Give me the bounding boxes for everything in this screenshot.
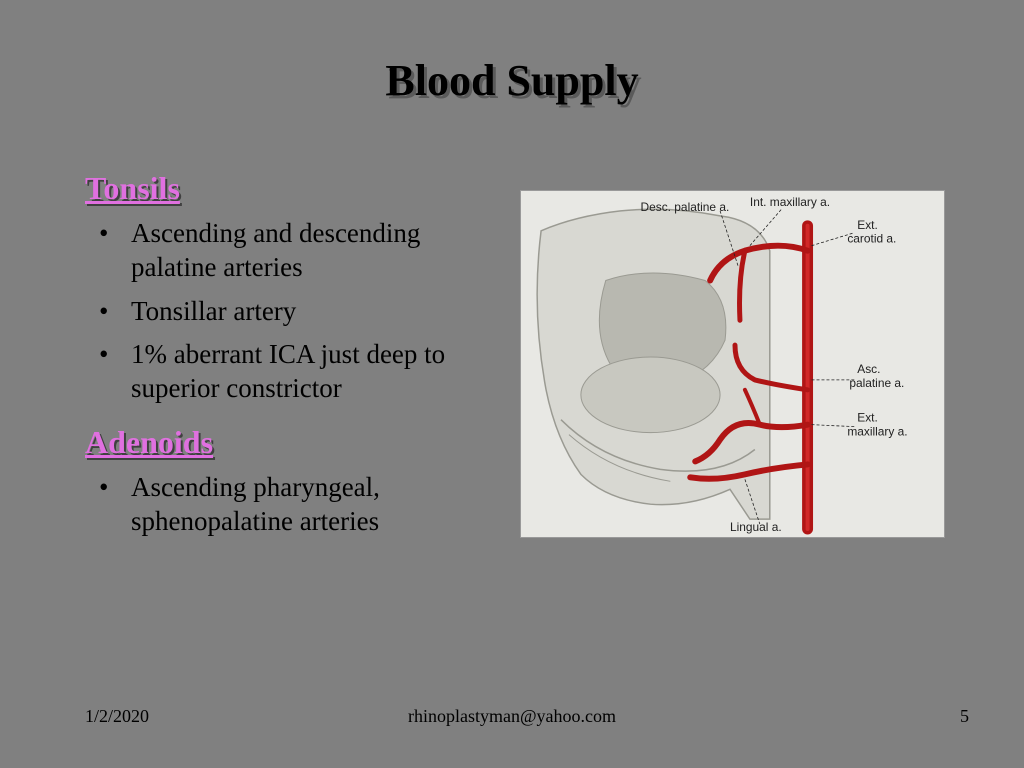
- slide-footer: 1/2/2020 rhinoplastyman@yahoo.com 5: [0, 706, 1024, 730]
- bullet-list-adenoids: Ascending pharyngeal, sphenopalatine art…: [85, 471, 485, 539]
- label-asc-palatine-1: Asc.: [857, 362, 880, 376]
- label-ext-carotid-1: Ext.: [857, 218, 878, 232]
- label-desc-palatine: Desc. palatine a.: [641, 200, 730, 214]
- anatomy-figure: Int. maxillary a. Desc. palatine a. Ext.…: [520, 190, 945, 538]
- list-item: 1% aberrant ICA just deep to superior co…: [85, 338, 485, 406]
- slide: Blood Supply Tonsils Ascending and desce…: [0, 0, 1024, 768]
- section-heading-tonsils: Tonsils: [85, 170, 485, 207]
- content-column: Tonsils Ascending and descending palatin…: [85, 170, 485, 548]
- bullet-list-tonsils: Ascending and descending palatine arteri…: [85, 217, 485, 406]
- label-asc-palatine-2: palatine a.: [849, 376, 904, 390]
- label-int-maxillary: Int. maxillary a.: [750, 195, 830, 209]
- slide-title: Blood Supply: [0, 55, 1024, 106]
- label-lingual: Lingual a.: [730, 520, 782, 534]
- label-ext-maxillary-2: maxillary a.: [847, 425, 907, 439]
- anatomy-svg: Int. maxillary a. Desc. palatine a. Ext.…: [521, 191, 944, 537]
- label-ext-maxillary-1: Ext.: [857, 411, 878, 425]
- section-heading-adenoids: Adenoids: [85, 424, 485, 461]
- tongue: [581, 357, 720, 433]
- label-ext-carotid-2: carotid a.: [847, 232, 896, 246]
- list-item: Ascending and descending palatine arteri…: [85, 217, 485, 285]
- list-item: Ascending pharyngeal, sphenopalatine art…: [85, 471, 485, 539]
- list-item: Tonsillar artery: [85, 295, 485, 329]
- footer-page: 5: [960, 706, 969, 727]
- footer-email: rhinoplastyman@yahoo.com: [0, 706, 1024, 727]
